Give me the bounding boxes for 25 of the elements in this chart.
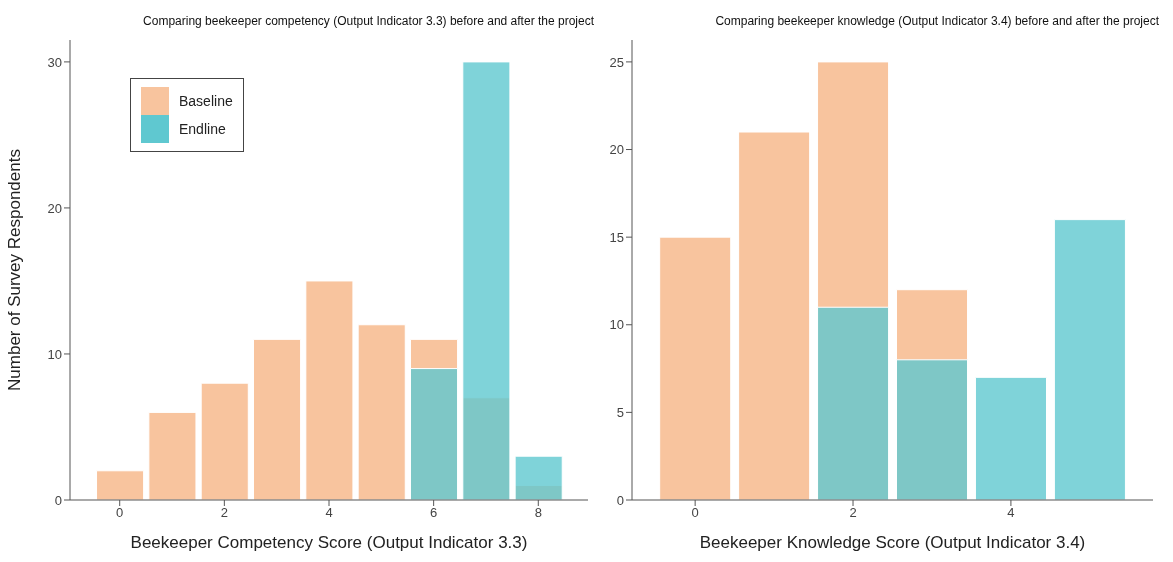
x-tick-label: 0 [116,505,124,521]
y-tick-label: 20 [47,200,62,216]
x-tick-label: 6 [430,505,438,521]
chart-title: Comparing beekeeper competency (Output Indicator 3.3) before and after the project [142,13,595,30]
x-tick-label: 2 [849,505,857,521]
x-axis-title: Beekeeper Knowledge Score (Output Indicator 3.4) [699,533,1086,552]
y-tick-label: 10 [609,317,624,333]
x-tick-label: 4 [1007,505,1015,521]
x-tick-label: 2 [220,505,228,521]
legend-label: Endline [179,121,226,137]
chart-title: Comparing beekeeper knowledge (Output Indicator 3.4) before and after the project [714,13,1160,30]
x-tick-label: 8 [534,505,542,521]
x-tick-label: 4 [325,505,333,521]
x-tick-label: 0 [691,505,699,521]
y-tick-label: 20 [609,142,624,158]
y-tick-label: 15 [609,229,624,245]
y-tick-label: 5 [616,405,624,420]
y-tick-label: 0 [616,492,624,508]
y-tick-label: 25 [609,54,624,70]
y-tick-label: 0 [54,492,62,508]
y-tick-label: 10 [47,346,62,362]
y-tick-label: 30 [47,54,62,70]
x-axis-title: Beekeeper Competency Score (Output Indicator 3.3) [130,533,528,552]
legend-label: Baseline [179,93,233,109]
y-axis-title: Number of Survey Respondents [5,149,25,391]
